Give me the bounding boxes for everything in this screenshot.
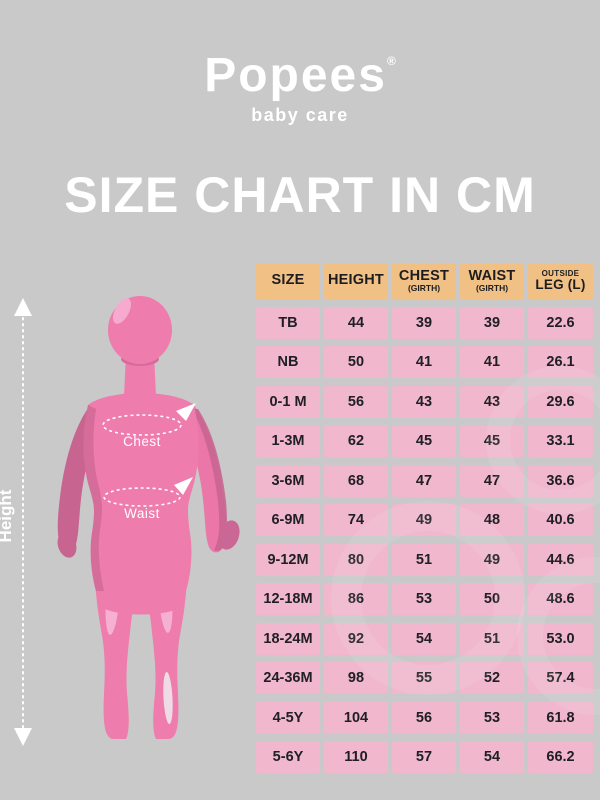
chest-label: Chest xyxy=(123,434,161,449)
height-label: Height xyxy=(0,489,15,542)
brand-name: Popees xyxy=(204,49,387,102)
size-table: SIZE HEIGHT CHEST (GIRTH) WAIST (GIRTH) OUTSID… xyxy=(256,263,593,773)
value-cell: 51 xyxy=(392,543,456,576)
value-cell: 68 xyxy=(324,464,388,497)
arrow-down-icon xyxy=(14,728,32,746)
value-cell: 49 xyxy=(460,543,524,576)
value-cell: 61.8 xyxy=(528,701,593,734)
size-cell: 5-6Y xyxy=(256,741,320,773)
column-header-chest: CHEST (GIRTH) xyxy=(392,263,456,299)
page-title: SIZE CHART IN CM xyxy=(64,167,536,223)
value-cell: 47 xyxy=(460,464,524,497)
brand-logo: Popees® baby care xyxy=(0,52,600,126)
value-cell: 98 xyxy=(324,662,388,694)
value-cell: 45 xyxy=(460,425,524,457)
size-cell: 9-12M xyxy=(256,543,320,576)
value-cell: 39 xyxy=(392,306,456,339)
value-cell: 104 xyxy=(324,701,388,734)
brand-tagline: baby care xyxy=(251,105,349,125)
value-cell: 53.0 xyxy=(528,622,593,655)
value-cell: 41 xyxy=(392,346,456,378)
column-header-outside-leg: OUTSIDE LEG (L) xyxy=(528,263,593,299)
value-cell: 55 xyxy=(392,662,456,694)
value-cell: 36.6 xyxy=(528,464,593,497)
value-cell: 43 xyxy=(392,385,456,418)
size-cell: 12-18M xyxy=(256,583,320,615)
chest-girth-ellipse xyxy=(102,414,182,436)
value-cell: 48.6 xyxy=(528,583,593,615)
value-cell: 43 xyxy=(460,385,524,418)
value-cell: 53 xyxy=(392,583,456,615)
chest-arrow-icon xyxy=(176,403,196,421)
value-cell: 49 xyxy=(392,504,456,536)
value-cell: 57 xyxy=(392,741,456,773)
size-cell: 1-3M xyxy=(256,425,320,457)
value-cell: 45 xyxy=(392,425,456,457)
column-header-height: HEIGHT xyxy=(324,263,388,299)
waist-arrow-icon xyxy=(174,477,193,495)
size-cell: 3-6M xyxy=(256,464,320,497)
value-cell: 40.6 xyxy=(528,504,593,536)
value-cell: 110 xyxy=(324,741,388,773)
size-cell: 0-1 M xyxy=(256,385,320,418)
size-cell: 24-36M xyxy=(256,662,320,694)
waist-girth-ellipse xyxy=(103,487,181,507)
value-cell: 48 xyxy=(460,504,524,536)
figure-head-highlight xyxy=(112,298,132,324)
arrow-up-icon xyxy=(14,298,32,316)
value-cell: 26.1 xyxy=(528,346,593,378)
column-header-waist: WAIST (GIRTH) xyxy=(460,263,524,299)
value-cell: 47 xyxy=(392,464,456,497)
value-cell: 44.6 xyxy=(528,543,593,576)
size-cell: 6-9M xyxy=(256,504,320,536)
figure-torso xyxy=(83,393,199,615)
child-figure-illustration: Chest Waist xyxy=(57,296,240,739)
figure-right-hand xyxy=(218,520,240,550)
figure-right-shin-highlight xyxy=(163,672,173,724)
value-cell: 50 xyxy=(324,346,388,378)
height-arrow: Height xyxy=(0,298,32,746)
value-cell: 66.2 xyxy=(528,741,593,773)
size-cell: TB xyxy=(256,306,320,339)
value-cell: 44 xyxy=(324,306,388,339)
size-cell: 4-5Y xyxy=(256,701,320,734)
registered-trademark-icon: ® xyxy=(386,54,396,68)
column-header-size: SIZE xyxy=(256,263,320,299)
value-cell: 57.4 xyxy=(528,662,593,694)
value-cell: 92 xyxy=(324,622,388,655)
value-cell: 62 xyxy=(324,425,388,457)
value-cell: 29.6 xyxy=(528,385,593,418)
value-cell: 53 xyxy=(460,701,524,734)
figure-left-hand xyxy=(57,532,77,558)
value-cell: 22.6 xyxy=(528,306,593,339)
value-cell: 54 xyxy=(392,622,456,655)
value-cell: 56 xyxy=(392,701,456,734)
value-cell: 41 xyxy=(460,346,524,378)
value-cell: 39 xyxy=(460,306,524,339)
value-cell: 86 xyxy=(324,583,388,615)
size-cell: NB xyxy=(256,346,320,378)
size-cell: 18-24M xyxy=(256,622,320,655)
value-cell: 50 xyxy=(460,583,524,615)
value-cell: 33.1 xyxy=(528,425,593,457)
value-cell: 80 xyxy=(324,543,388,576)
value-cell: 54 xyxy=(460,741,524,773)
value-cell: 52 xyxy=(460,662,524,694)
value-cell: 74 xyxy=(324,504,388,536)
value-cell: 51 xyxy=(460,622,524,655)
figure-torso-shading xyxy=(83,405,104,591)
waist-label: Waist xyxy=(124,506,160,521)
value-cell: 56 xyxy=(324,385,388,418)
